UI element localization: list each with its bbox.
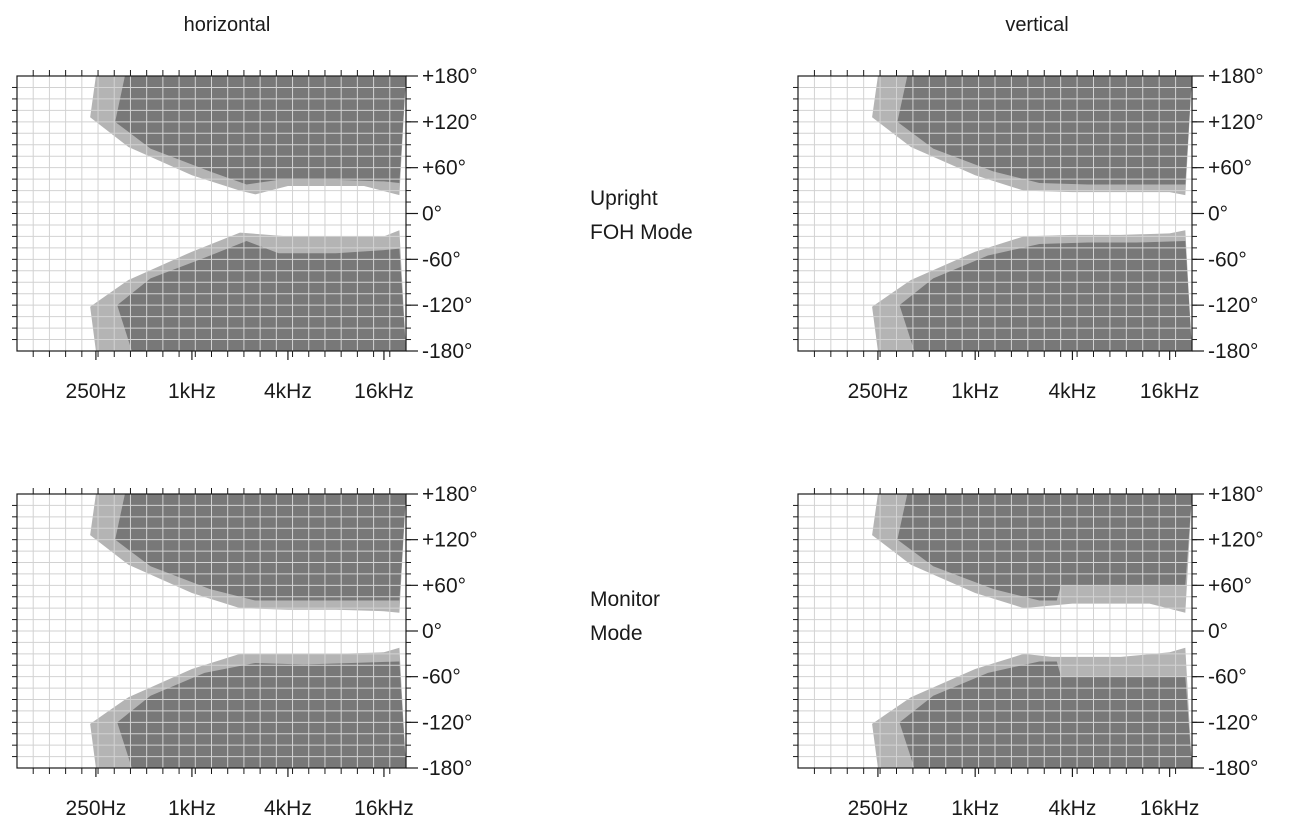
x-tick-label: 16kHz — [1140, 380, 1200, 403]
mode-label-monitor-line1: Monitor — [590, 588, 661, 611]
y-tick-label: -180° — [422, 340, 472, 363]
x-tick-label: 16kHz — [354, 380, 414, 403]
y-tick-label: +60° — [422, 574, 466, 597]
y-tick-label: +120° — [422, 111, 478, 134]
x-tick-label: 4kHz — [1048, 797, 1096, 818]
y-tick-label: -120° — [422, 294, 472, 317]
plot-monitor-vertical: 250Hz 1kHz 4kHz 16kHz +180° +120° +60° 0° -60° -1… — [793, 483, 1264, 818]
y-tick-label: +60° — [1208, 574, 1252, 597]
plot-upright-vertical: 250Hz 1kHz 4kHz 16kHz +180° +120° +60° 0° -60° -1… — [793, 65, 1264, 403]
x-tick-label: 1kHz — [168, 380, 216, 403]
y-tick-label: -180° — [1208, 757, 1258, 780]
y-tick-label: +180° — [1208, 65, 1264, 88]
y-tick-label: +120° — [1208, 529, 1264, 552]
column-title-vertical: vertical — [1005, 14, 1069, 36]
y-tick-label: +60° — [422, 157, 466, 180]
y-tick-label: -180° — [422, 757, 472, 780]
x-tick-label: 1kHz — [168, 797, 216, 818]
y-tick-label: 0° — [422, 620, 442, 643]
y-tick-label: +180° — [422, 65, 478, 88]
y-tick-label: 0° — [1208, 620, 1228, 643]
mode-label-upright-line2: FOH Mode — [590, 221, 693, 244]
y-tick-label: -120° — [1208, 294, 1258, 317]
y-tick-label: 0° — [1208, 203, 1228, 226]
x-tick-label: 250Hz — [848, 380, 909, 403]
x-tick-label: 250Hz — [66, 380, 127, 403]
mode-label-upright: Upright FOH Mode — [590, 182, 693, 250]
x-tick-label: 4kHz — [1048, 380, 1096, 403]
x-tick-label: 1kHz — [951, 380, 999, 403]
x-tick-label: 16kHz — [354, 797, 414, 818]
y-tick-label: +180° — [422, 483, 478, 506]
y-tick-label: -60° — [1208, 666, 1247, 689]
x-tick-label: 16kHz — [1140, 797, 1200, 818]
mode-label-monitor: Monitor Mode — [590, 583, 660, 651]
y-tick-label: -120° — [422, 711, 472, 734]
y-tick-label: +120° — [1208, 111, 1264, 134]
mode-label-upright-line1: Upright — [590, 187, 658, 210]
x-tick-label: 4kHz — [264, 380, 312, 403]
contour-inner-bottom — [117, 241, 407, 351]
plot-monitor-horizontal: 250Hz 1kHz 4kHz 16kHz +180° +120° +60° 0° -60° -1… — [12, 483, 478, 818]
x-tick-label: 250Hz — [66, 797, 127, 818]
y-tick-label: +180° — [1208, 483, 1264, 506]
y-tick-label: 0° — [422, 203, 442, 226]
contour-inner-bottom — [899, 241, 1192, 351]
y-tick-label: -60° — [422, 248, 461, 271]
column-title-horizontal: horizontal — [183, 14, 271, 36]
mode-label-monitor-line2: Mode — [590, 622, 643, 645]
y-tick-label: -60° — [422, 666, 461, 689]
plot-upright-horizontal: 250Hz 1kHz 4kHz 16kHz +180° +120° +60° 0° -60° -1… — [12, 65, 478, 403]
y-tick-label: +60° — [1208, 157, 1252, 180]
y-tick-label: -180° — [1208, 340, 1258, 363]
y-tick-label: -60° — [1208, 248, 1247, 271]
x-tick-label: 4kHz — [264, 797, 312, 818]
x-tick-label: 1kHz — [951, 797, 999, 818]
x-tick-label: 250Hz — [848, 797, 909, 818]
y-tick-label: -120° — [1208, 711, 1258, 734]
y-tick-label: +120° — [422, 529, 478, 552]
